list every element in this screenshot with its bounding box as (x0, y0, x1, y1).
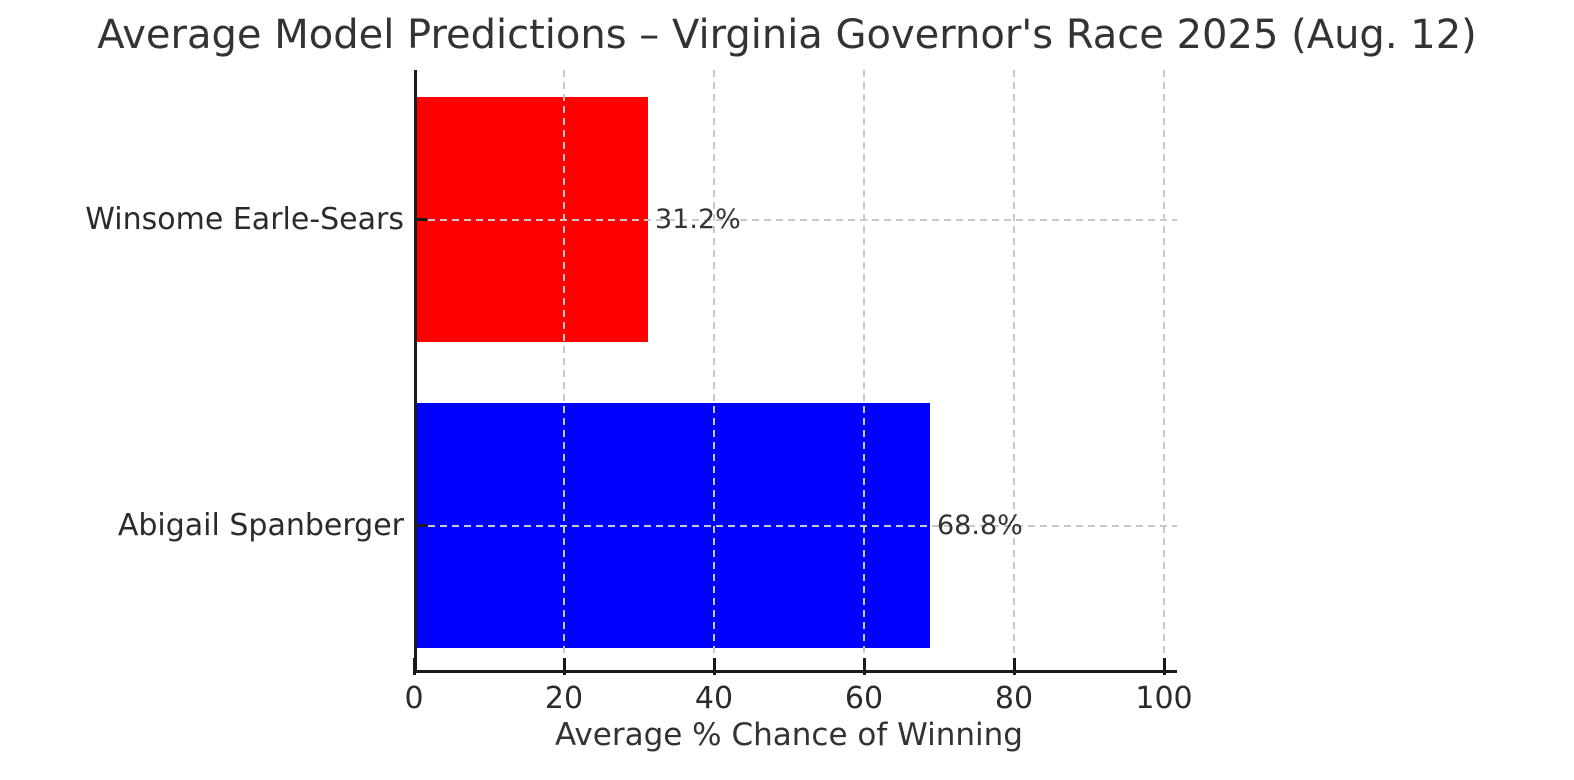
v-gridline (1013, 70, 1015, 672)
chart-title: Average Model Predictions – Virginia Gov… (97, 12, 1477, 58)
x-tick-mark (1163, 658, 1166, 675)
x-tick-label: 20 (544, 681, 584, 716)
x-tick-label: 80 (994, 681, 1034, 716)
x-tick-label: 100 (1135, 681, 1193, 716)
y-tick-mark (414, 524, 427, 527)
category-label: Winsome Earle-Sears (85, 202, 404, 237)
x-axis-label: Average % Chance of Winning (555, 717, 1023, 753)
x-tick-mark (563, 658, 566, 675)
x-axis-line (414, 670, 1177, 673)
v-gridline (1163, 70, 1165, 672)
v-gridline (563, 70, 565, 672)
x-tick-label: 0 (404, 681, 424, 716)
h-gridline (416, 219, 1177, 221)
plot-area: 0 20 40 60 80 100 31.2% 68.8% (404, 70, 1193, 716)
h-gridline (416, 525, 1177, 527)
v-gridline (713, 70, 715, 672)
y-tick-mark (414, 218, 427, 221)
x-tick-label: 40 (694, 681, 734, 716)
x-tick-mark (713, 658, 716, 675)
v-gridline (863, 70, 865, 672)
y-axis-line (414, 70, 417, 673)
x-tick-mark (413, 658, 416, 675)
value-label: 68.8% (937, 510, 1023, 541)
x-tick-label: 60 (844, 681, 884, 716)
x-tick-mark (1013, 658, 1016, 675)
value-label: 31.2% (655, 204, 741, 235)
category-label: Abigail Spanberger (117, 508, 404, 543)
x-tick-mark (863, 658, 866, 675)
